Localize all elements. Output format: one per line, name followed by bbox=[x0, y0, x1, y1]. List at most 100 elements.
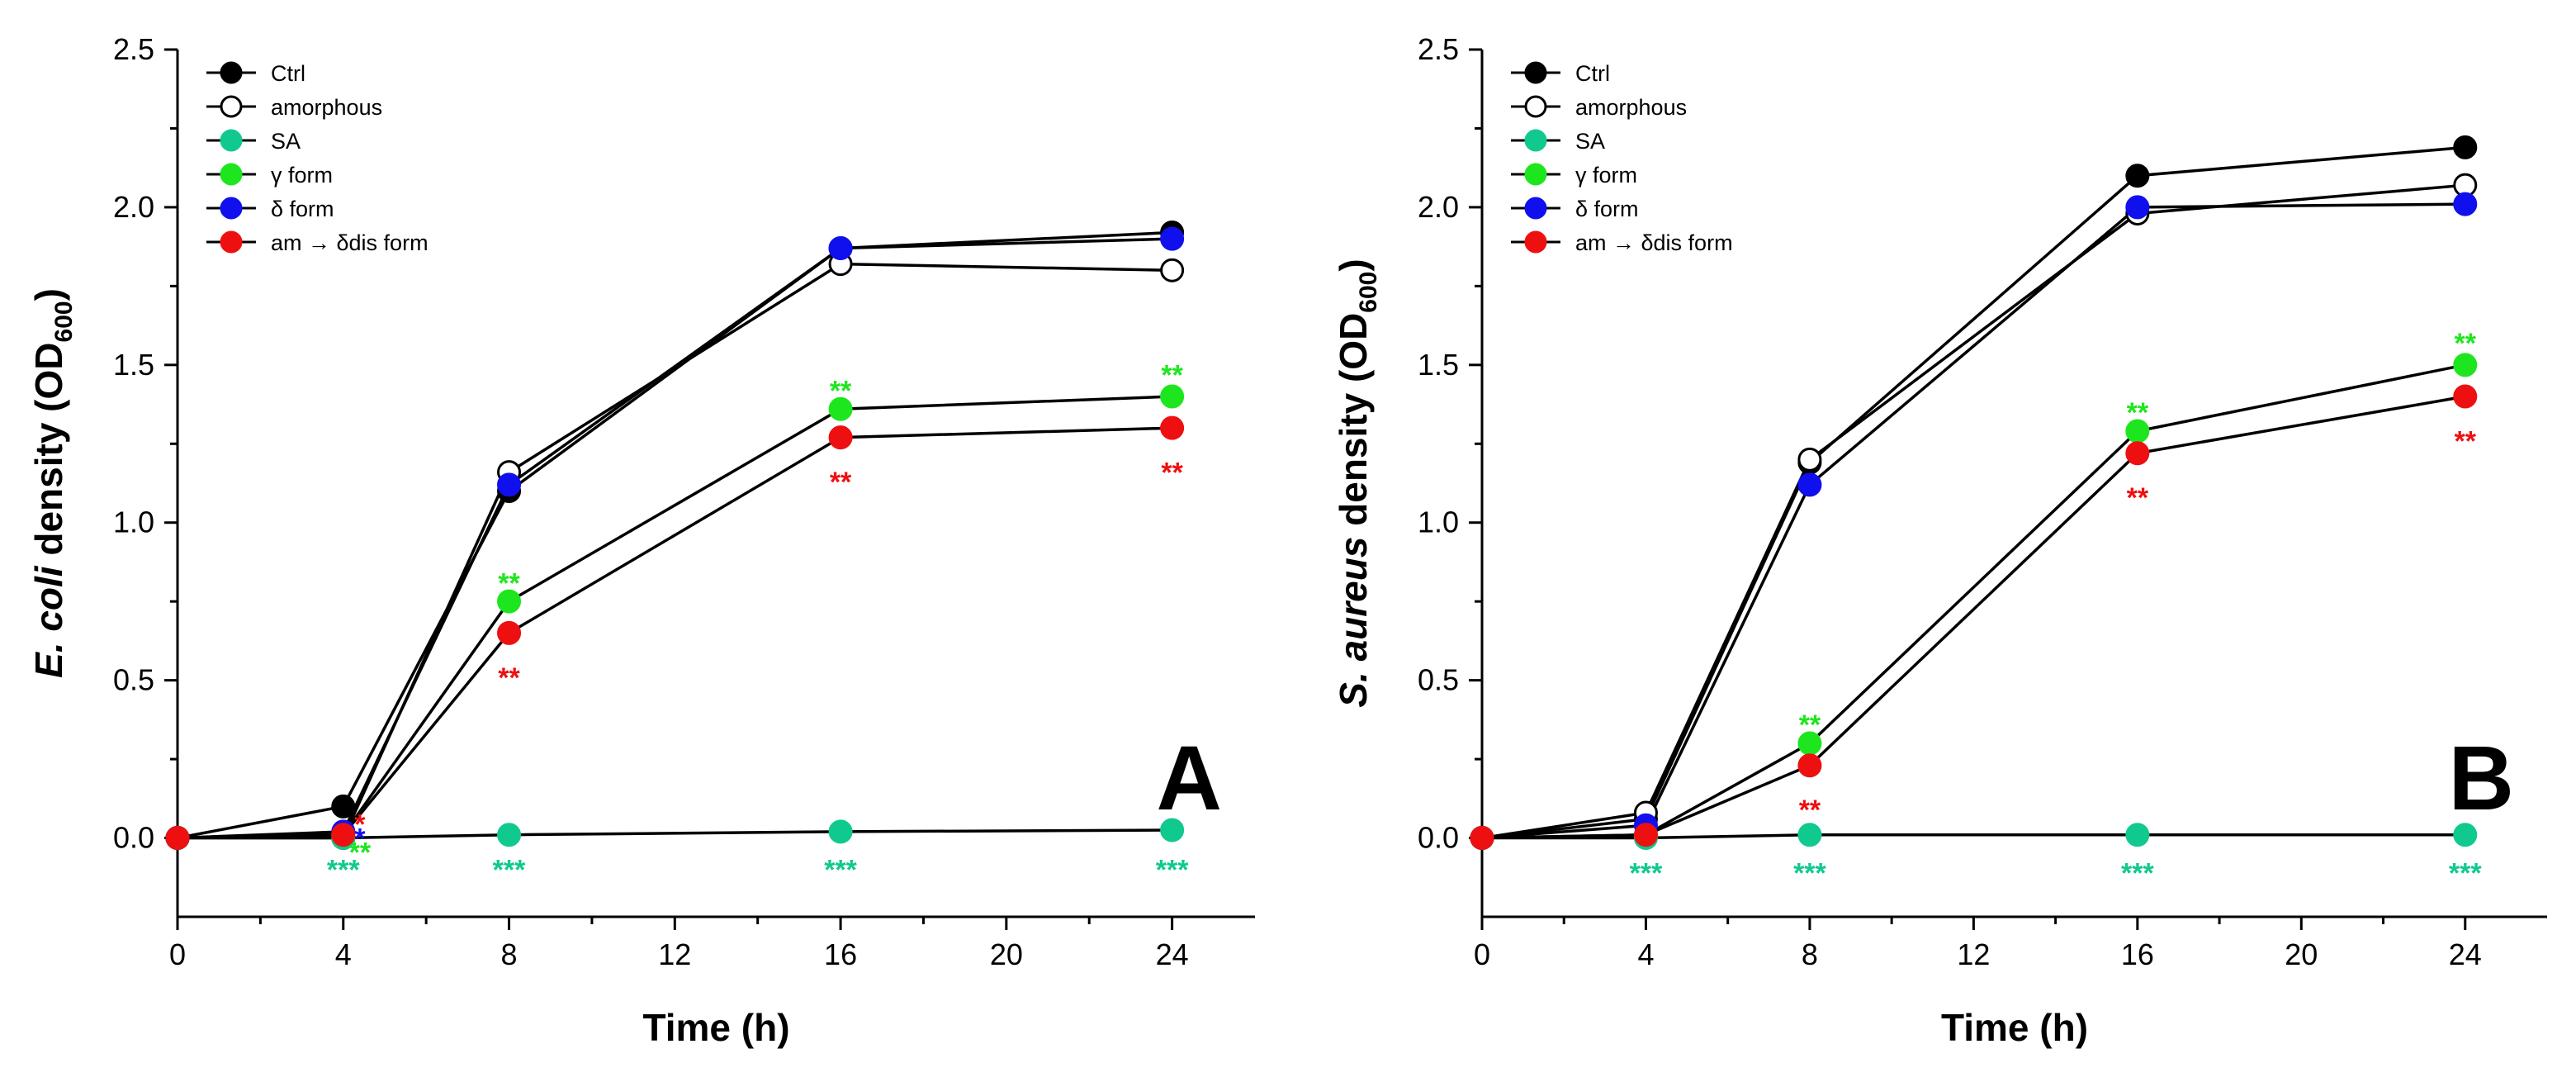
panel-b-x-axis-label: Time (h) bbox=[1941, 1006, 2088, 1049]
panel-a-significance-mark: ** bbox=[498, 662, 520, 694]
panel-b-y-tick-label: 2.0 bbox=[1418, 190, 1459, 224]
panel-b-series-1-point bbox=[1797, 447, 1822, 472]
panel-a-series-1-line bbox=[178, 262, 1172, 840]
panel-b-legend-label: am → δdis form bbox=[1575, 230, 1733, 255]
panel-a-significance-mark: *** bbox=[824, 855, 857, 886]
panel-b-series-2-point bbox=[1797, 823, 1822, 847]
panel-b-series-2-point bbox=[2453, 823, 2478, 847]
panel-a-series-5-point bbox=[828, 425, 853, 450]
panel-a-legend-label: δ form bbox=[271, 197, 334, 221]
panel-b-significance-mark: *** bbox=[1793, 858, 1826, 890]
panel-a-legend-label: am → δdis form bbox=[271, 230, 429, 255]
panel-b-significance-mark: *** bbox=[2121, 858, 2154, 890]
panel-a-legend-marker bbox=[220, 95, 243, 118]
panel-b-significance-mark: ** bbox=[2127, 397, 2149, 429]
panel-b-legend-label: amorphous bbox=[1575, 95, 1687, 120]
panel-a-series-4-point bbox=[497, 472, 522, 497]
panel-a-series-3-line bbox=[177, 395, 1172, 840]
panel-b-series-1-line bbox=[1481, 183, 2465, 840]
panel-b-y-tick-label: 0.0 bbox=[1418, 821, 1459, 855]
panel-b-y-tick-label: 2.5 bbox=[1418, 32, 1459, 66]
panel-b-y-tick-label: 1.0 bbox=[1418, 505, 1459, 539]
panel-b-significance-mark: ** bbox=[2455, 328, 2477, 359]
panel-b-legend-label: Ctrl bbox=[1575, 61, 1610, 86]
panel-a-y-tick-label: 1.5 bbox=[113, 348, 154, 382]
panel-b-series-3-point bbox=[2453, 353, 2478, 377]
panel-b-significance-mark: ** bbox=[1799, 709, 1821, 741]
panel-b-series-5-point bbox=[1470, 826, 1494, 851]
panel-b-legend: Ctrl amorphous SA γ form δ form am → δdis for… bbox=[1511, 61, 1733, 255]
panel-a-series-3-point bbox=[497, 589, 522, 614]
panel-a-y-tick-label: 2.0 bbox=[113, 190, 154, 224]
panel-b-series-4-point bbox=[2125, 195, 2150, 220]
panel-a-series-5-point bbox=[497, 620, 522, 645]
panel-a-y-tick-label: 0.0 bbox=[113, 821, 154, 855]
panel-a-series-0-point bbox=[331, 794, 356, 819]
panel-a-y-axis-label: E. coli density (OD600) bbox=[27, 288, 78, 678]
panel-b-series-4-point bbox=[2453, 192, 2478, 216]
panel-b: 0 4 8 12 16 20 24 0.0 0.5 1.0 1.5 2.0 2.5 Time (h) S. … bbox=[1332, 32, 2547, 1049]
panel-b-legend-marker bbox=[1524, 129, 1547, 152]
panel-a-significance-mark: ** bbox=[830, 375, 852, 406]
panel-b-x-tick-label: 12 bbox=[1957, 937, 1990, 971]
panel-b-x-tick-label: 0 bbox=[1474, 937, 1490, 971]
panel-a-series-1-point bbox=[1160, 258, 1185, 282]
panel-b-legend-marker bbox=[1524, 163, 1547, 186]
panel-a-x-tick-label: 0 bbox=[169, 937, 186, 971]
panel-a-significance-mark: ** bbox=[830, 467, 852, 498]
panel-a-series-5-point bbox=[165, 826, 190, 851]
panel-a-x-axis-label: Time (h) bbox=[642, 1006, 789, 1049]
panel-b-x-tick-label: 20 bbox=[2285, 937, 2318, 971]
panel-b-significance-mark: *** bbox=[2449, 858, 2482, 890]
panel-a-x-tick-label: 24 bbox=[1156, 937, 1189, 971]
panel-b-series-4-line bbox=[1481, 202, 2465, 840]
panel-a-legend-label: γ form bbox=[271, 163, 333, 187]
panel-b-y-tick-label: 0.5 bbox=[1418, 663, 1459, 697]
panel-b-significance-mark: ** bbox=[1799, 795, 1821, 826]
panel-a-x-tick-label: 8 bbox=[501, 937, 518, 971]
panel-a-significance-mark: *** bbox=[327, 855, 360, 886]
panel-b-legend-label: δ form bbox=[1575, 197, 1639, 221]
panel-b-series-4-point bbox=[1797, 472, 1822, 497]
panel-a-letter: A bbox=[1157, 728, 1222, 829]
panel-b-legend-marker bbox=[1524, 230, 1547, 254]
panel-a-series-4-point bbox=[828, 236, 853, 261]
panel-a-x-tick-label: 12 bbox=[658, 937, 691, 971]
panel-a-significance-mark: * bbox=[354, 809, 366, 840]
panel-b-legend-marker bbox=[1524, 197, 1547, 220]
panel-a-series-5-point bbox=[331, 823, 356, 847]
panel-a-series-4-line bbox=[177, 237, 1172, 840]
panel-a-significance-mark: * bbox=[354, 823, 366, 855]
panel-b-x-tick-label: 16 bbox=[2121, 937, 2154, 971]
panel-a-series-5-line bbox=[177, 426, 1172, 840]
panel-a: 0 4 8 12 16 20 24 0.0 0.5 1.0 1.5 2.0 2.5 Time (h) E. … bbox=[27, 32, 1255, 1049]
panel-b-significance-mark: *** bbox=[1630, 858, 1663, 890]
panel-b-y-axis-label: S. aureus density (OD600) bbox=[1332, 259, 1382, 707]
panel-b-x-tick-label: 4 bbox=[1637, 937, 1654, 971]
panel-a-x-tick-label: 4 bbox=[335, 937, 352, 971]
panel-b-legend-marker bbox=[1524, 61, 1547, 84]
panel-b-significance-mark: ** bbox=[2127, 482, 2149, 514]
panel-b-series-5-point bbox=[2125, 441, 2150, 466]
panel-b-significance-mark: ** bbox=[2455, 425, 2477, 457]
panel-a-significance-mark: ** bbox=[1161, 458, 1183, 489]
panel-b-letter: B bbox=[2449, 728, 2514, 829]
panel-a-x-tick-label: 20 bbox=[990, 937, 1023, 971]
panel-a-series-5-point bbox=[1160, 415, 1185, 440]
panel-b-legend-label: SA bbox=[1575, 129, 1605, 154]
panel-a-legend-marker bbox=[220, 197, 243, 220]
panel-a-significance-mark: ** bbox=[498, 567, 520, 599]
panel-b-series-2-point bbox=[2125, 823, 2150, 847]
panel-a-series-3-point bbox=[1160, 384, 1185, 409]
panel-a-legend: Ctrl amorphous SA γ form δ form am → δdis for… bbox=[206, 61, 429, 255]
panel-a-legend-marker bbox=[220, 163, 243, 186]
panel-b-legend-marker bbox=[1524, 95, 1547, 118]
panel-a-series-3-point bbox=[828, 396, 853, 421]
panel-b-x-tick-label: 8 bbox=[1802, 937, 1818, 971]
panel-a-y-tick-label: 1.0 bbox=[113, 505, 154, 539]
panel-a-legend-marker bbox=[220, 61, 243, 84]
panel-b-series-0-point bbox=[2453, 135, 2478, 159]
panel-a-significance-mark: *** bbox=[493, 855, 526, 886]
panel-a-significance-mark: ** bbox=[349, 838, 372, 869]
